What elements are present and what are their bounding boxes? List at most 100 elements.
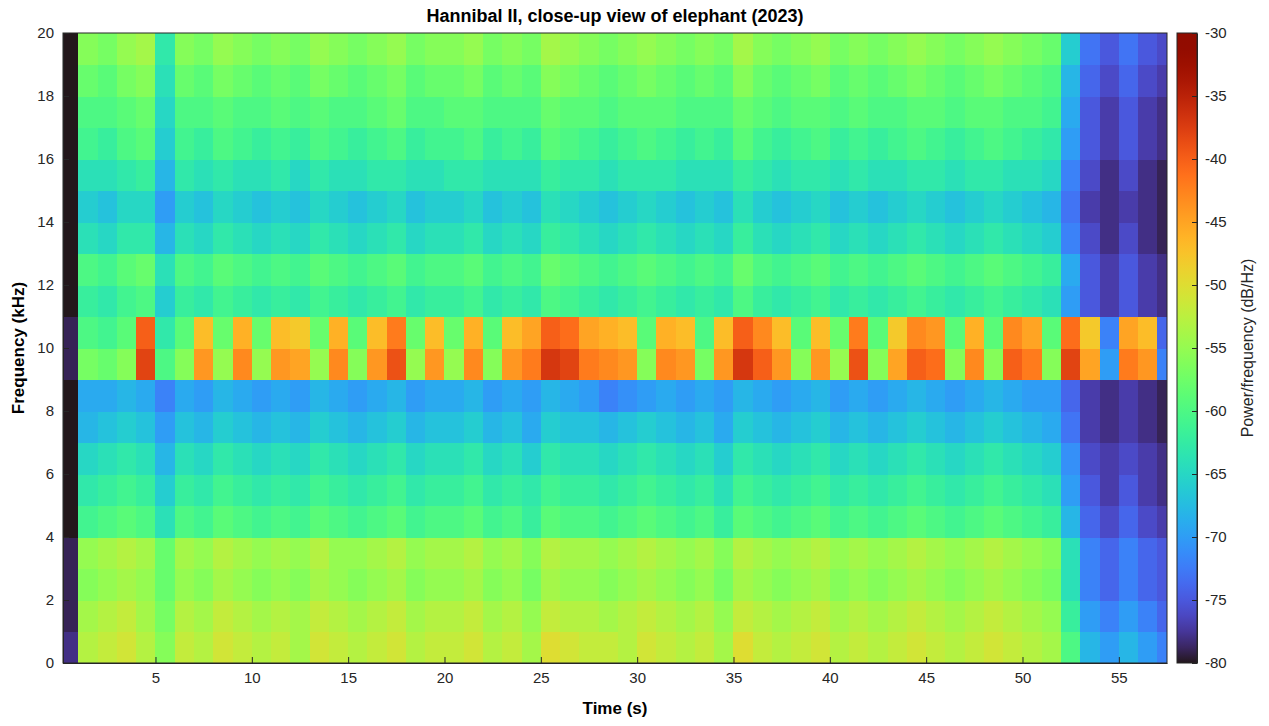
- tick: 14: [37, 213, 69, 230]
- cell: [1100, 254, 1120, 286]
- cell: [868, 128, 888, 160]
- cell: [310, 569, 330, 601]
- cell: [406, 159, 426, 191]
- cell: [560, 191, 580, 223]
- cell: [213, 222, 233, 254]
- cell: [541, 537, 561, 569]
- cell: [733, 128, 753, 160]
- cell: [348, 191, 368, 223]
- cell: [830, 569, 850, 601]
- tick-label: 10: [244, 669, 261, 686]
- cell: [830, 33, 850, 65]
- cell: [522, 33, 542, 65]
- cell: [1080, 569, 1100, 601]
- cell: [483, 537, 503, 569]
- cell: [733, 600, 753, 632]
- cell: [1061, 317, 1081, 349]
- cell: [175, 443, 195, 475]
- tick-mark: [1192, 537, 1197, 538]
- cell: [1119, 506, 1139, 538]
- cell: [348, 128, 368, 160]
- cell: [965, 128, 985, 160]
- cell: [522, 506, 542, 538]
- cell: [78, 348, 98, 380]
- cell: [868, 285, 888, 317]
- cell: [271, 65, 291, 97]
- cell: [1138, 96, 1158, 128]
- cell: [714, 254, 734, 286]
- cell: [406, 506, 426, 538]
- cell: [329, 380, 349, 412]
- cell: [1022, 506, 1042, 538]
- cell: [618, 128, 638, 160]
- cell: [136, 569, 156, 601]
- cell: [637, 128, 657, 160]
- cell: [579, 506, 599, 538]
- cell: [444, 317, 464, 349]
- cell: [541, 222, 561, 254]
- cell: [714, 537, 734, 569]
- cell: [329, 65, 349, 97]
- cell: [175, 285, 195, 317]
- cell: [926, 96, 946, 128]
- cell: [868, 569, 888, 601]
- cell: [175, 191, 195, 223]
- cell: [888, 96, 908, 128]
- cell: [194, 474, 214, 506]
- cell: [1080, 348, 1100, 380]
- cell: [233, 317, 253, 349]
- cell: [425, 474, 445, 506]
- cell: [252, 191, 272, 223]
- cell: [695, 317, 715, 349]
- cell: [618, 33, 638, 65]
- cell: [618, 254, 638, 286]
- cell: [984, 65, 1004, 97]
- cell: [888, 537, 908, 569]
- cell: [849, 285, 869, 317]
- cell: [868, 33, 888, 65]
- cell: [1061, 191, 1081, 223]
- cell: [811, 254, 831, 286]
- cell: [387, 128, 407, 160]
- cell: [888, 222, 908, 254]
- cell: [348, 348, 368, 380]
- cell: [63, 443, 79, 475]
- cell: [811, 317, 831, 349]
- cell: [406, 474, 426, 506]
- cell: [348, 474, 368, 506]
- cell: [310, 222, 330, 254]
- cell: [98, 411, 118, 443]
- cell: [367, 537, 387, 569]
- cell: [830, 411, 850, 443]
- cell: [733, 411, 753, 443]
- cell: [252, 254, 272, 286]
- cell: [63, 33, 79, 65]
- cell: [714, 222, 734, 254]
- cell: [522, 159, 542, 191]
- cell: [541, 254, 561, 286]
- cell: [175, 128, 195, 160]
- cell: [271, 317, 291, 349]
- cell: [136, 65, 156, 97]
- cell: [406, 569, 426, 601]
- cell: [811, 191, 831, 223]
- cell: [1003, 411, 1023, 443]
- cell: [541, 317, 561, 349]
- cell: [387, 569, 407, 601]
- cell: [367, 285, 387, 317]
- cell: [329, 537, 349, 569]
- cell: [1157, 159, 1167, 191]
- tick: -45: [1192, 213, 1227, 230]
- cell: [926, 411, 946, 443]
- cell: [1061, 65, 1081, 97]
- cell: [155, 96, 175, 128]
- cell: [791, 569, 811, 601]
- cell: [329, 191, 349, 223]
- cell: [560, 159, 580, 191]
- cell: [849, 600, 869, 632]
- cell: [926, 254, 946, 286]
- cell: [1003, 65, 1023, 97]
- cell: [1022, 191, 1042, 223]
- cell: [560, 474, 580, 506]
- cell: [1100, 443, 1120, 475]
